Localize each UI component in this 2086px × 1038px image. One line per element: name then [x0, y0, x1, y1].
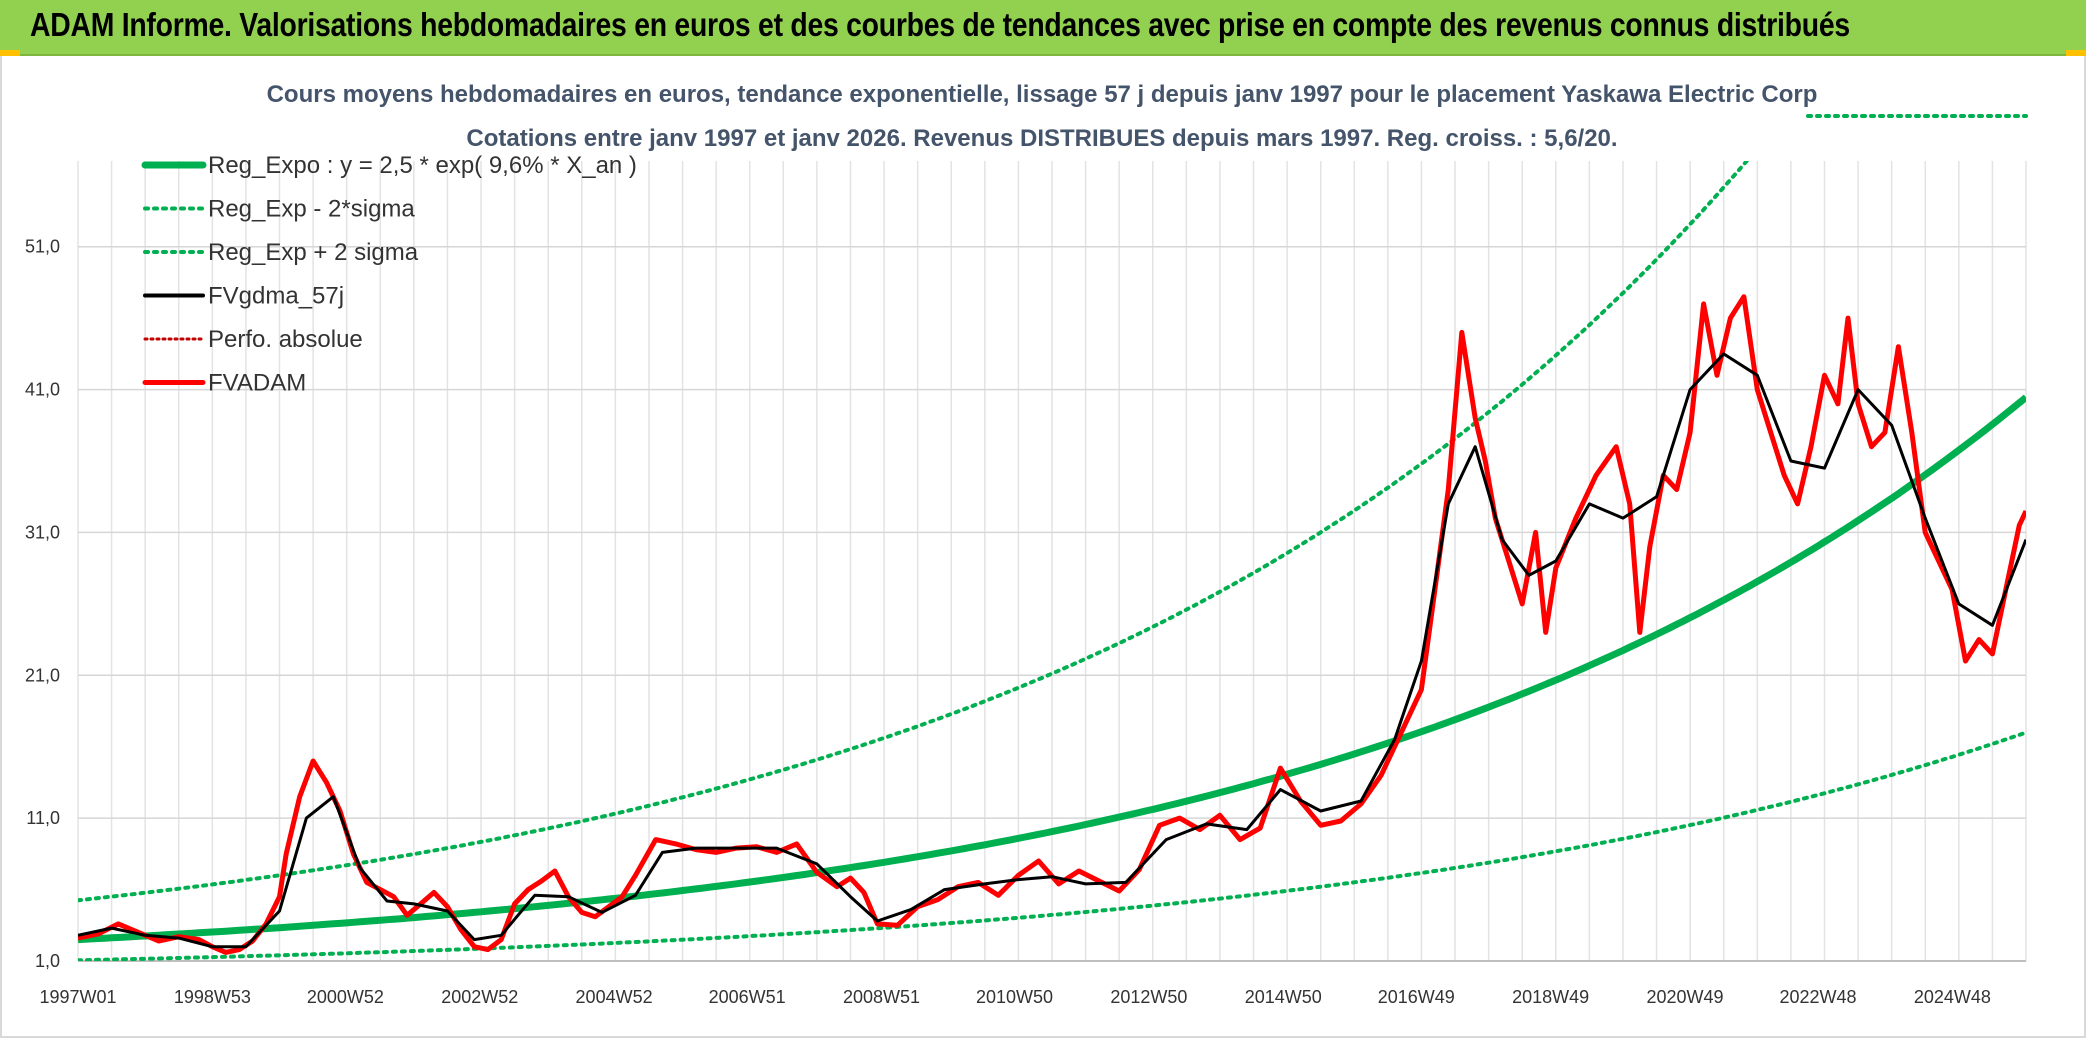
- series-lines: [78, 294, 2026, 955]
- x-tick-label: 2004W52: [576, 987, 653, 1007]
- smoothed-line: [78, 352, 2026, 949]
- x-tick-label: 2020W49: [1646, 987, 1723, 1007]
- x-tick-label: 2018W49: [1512, 987, 1589, 1007]
- legend-label: FVADAM: [208, 370, 306, 397]
- chart-subtitle: Cotations entre janv 1997 et janv 2026. …: [466, 125, 1617, 152]
- y-tick-label: 51,0: [25, 237, 60, 257]
- banner-corner-left: [0, 50, 20, 56]
- y-tick-label: 31,0: [25, 522, 60, 542]
- header-banner: ADAM Informe. Valorisations hebdomadaire…: [0, 0, 2086, 56]
- x-tick-label: 2024W48: [1914, 987, 1991, 1007]
- chart-legend: Reg_Expo : y = 2,5 * exp( 9,6% * X_an ) R…: [141, 152, 637, 397]
- x-tick-label: 1997W01: [39, 987, 116, 1007]
- price-line: [78, 294, 2026, 955]
- legend-label: FVgdma_57j: [208, 283, 344, 310]
- y-tick-label: 11,0: [26, 808, 60, 828]
- y-tick-label: 41,0: [25, 380, 60, 400]
- x-tick-label: 2012W50: [1110, 987, 1187, 1007]
- page-title: ADAM Informe. Valorisations hebdomadaire…: [30, 6, 1850, 43]
- lower-band-line: [78, 730, 2026, 961]
- legend-label: Reg_Expo : y = 2,5 * exp( 9,6% * X_an ): [208, 152, 637, 179]
- trend-line: [78, 394, 2026, 944]
- chart: 1,0 11,0 21,0 31,0 41,0 51,0 1997W01 1998W53 20…: [25, 81, 2028, 1007]
- x-tick-label: 2010W50: [976, 987, 1053, 1007]
- chart-title: Cours moyens hebdomadaires en euros, ten…: [267, 81, 1818, 108]
- x-axis-ticks: 1997W01 1998W53 2000W52 2002W52 2004W52 2006W…: [39, 987, 1990, 1007]
- x-tick-label: 2002W52: [441, 987, 518, 1007]
- x-tick-label: 2006W51: [709, 987, 786, 1007]
- chart-grid: [77, 161, 2027, 962]
- upper-band-line: [78, 161, 1750, 903]
- y-tick-label: 21,0: [25, 665, 60, 685]
- trend-bands: [78, 161, 2026, 961]
- x-tick-label: 2016W49: [1378, 987, 1455, 1007]
- banner-corner-right: [2066, 50, 2086, 56]
- legend-label: Reg_Exp + 2 sigma: [208, 239, 419, 266]
- legend-label: Reg_Exp - 2*sigma: [208, 196, 415, 223]
- x-tick-label: 1998W53: [174, 987, 251, 1007]
- x-tick-label: 2022W48: [1779, 987, 1856, 1007]
- x-tick-label: 2000W52: [307, 987, 384, 1007]
- legend-label: Perfo. absolue: [208, 326, 363, 353]
- y-axis-ticks: 1,0 11,0 21,0 31,0 41,0 51,0: [25, 237, 60, 971]
- x-tick-label: 2014W50: [1245, 987, 1322, 1007]
- y-tick-label: 1,0: [35, 951, 60, 971]
- x-tick-label: 2008W51: [843, 987, 920, 1007]
